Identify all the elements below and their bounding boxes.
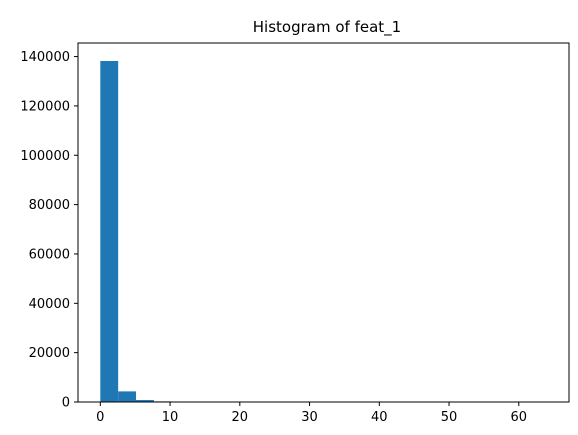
y-tick-label: 20000 — [29, 346, 70, 361]
x-tick-label: 60 — [511, 410, 528, 425]
histogram-bar-1 — [118, 391, 137, 402]
x-tick-label: 50 — [441, 410, 458, 425]
y-tick-label: 140000 — [20, 50, 70, 65]
x-tick-label: 20 — [232, 410, 249, 425]
x-tick-label: 30 — [301, 410, 318, 425]
histogram-bar-2 — [136, 400, 154, 402]
x-tick-label: 10 — [162, 410, 179, 425]
y-tick-label: 120000 — [20, 99, 70, 114]
y-axis: 0 20000 40000 60000 80000 100000 120000 140000 — [20, 50, 78, 411]
bars-group — [100, 61, 547, 402]
x-tick-label: 0 — [96, 410, 104, 425]
y-tick-label: 0 — [62, 396, 70, 411]
y-tick-label: 40000 — [29, 297, 70, 312]
y-tick-label: 60000 — [29, 247, 70, 262]
plot-frame — [77, 42, 570, 403]
y-tick-label: 80000 — [29, 198, 70, 213]
histogram-bar-0 — [100, 61, 119, 402]
x-tick-label: 40 — [371, 410, 388, 425]
x-axis: 0 10 20 30 40 50 60 — [96, 402, 527, 425]
y-tick-label: 100000 — [20, 149, 70, 164]
chart-title: Histogram of feat_1 — [253, 18, 401, 37]
